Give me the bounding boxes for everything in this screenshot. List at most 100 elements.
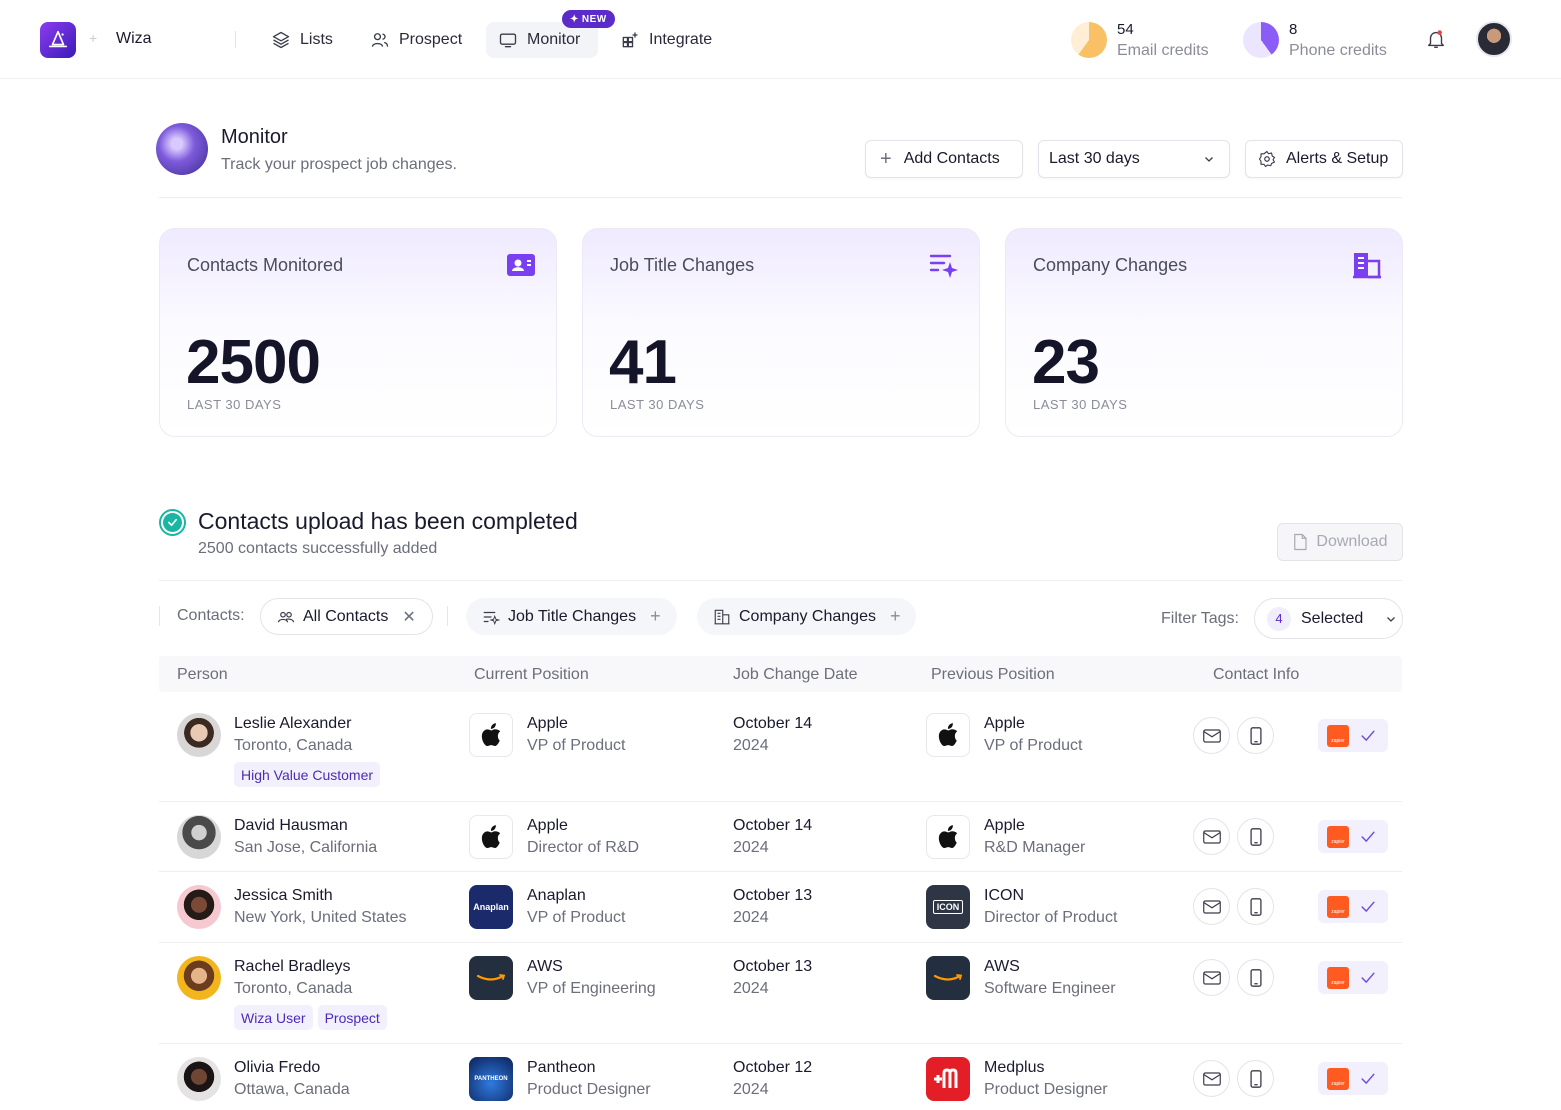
grid-plus-icon [622, 32, 638, 48]
person-name[interactable]: Leslie Alexander [234, 715, 352, 732]
col-person[interactable]: Person [177, 666, 228, 683]
alerts-setup-button[interactable]: Alerts & Setup [1245, 140, 1403, 178]
zapier-logo: zapier [1327, 895, 1349, 918]
anaplan-logo: Anaplan [469, 885, 513, 929]
plus-icon[interactable]: + [650, 606, 661, 626]
filter-tags-label: Filter Tags: [1161, 610, 1239, 627]
tag[interactable]: Prospect [317, 1005, 387, 1030]
wizard-hat-icon [48, 30, 68, 48]
zapier-action[interactable]: zapier [1318, 890, 1388, 923]
monitor-page-icon [156, 123, 208, 175]
previous-company: Medplus [984, 1059, 1045, 1076]
tag[interactable]: High Value Customer [234, 762, 381, 787]
zapier-action[interactable]: zapier [1318, 820, 1388, 853]
nav-lists-label: Lists [300, 31, 333, 48]
phone-button[interactable] [1237, 888, 1274, 925]
change-year: 2024 [733, 839, 769, 856]
previous-role: VP of Product [984, 737, 1083, 754]
apple-logo [926, 815, 970, 859]
chip-company-changes[interactable]: Company Changes + [697, 598, 917, 635]
mail-icon [1202, 728, 1221, 743]
current-company: AWS [527, 958, 563, 975]
nav-divider [235, 31, 236, 48]
change-date: October 12 [733, 1059, 813, 1076]
phone-button[interactable] [1237, 717, 1274, 754]
person-location: San Jose, California [234, 839, 378, 856]
previous-role: Director of Product [984, 909, 1118, 926]
person-name[interactable]: Olivia Fredo [234, 1059, 321, 1076]
apple-logo [469, 815, 513, 859]
pantheon-logo: PANTHEON [469, 1057, 513, 1101]
selected-count: 4 [1267, 606, 1291, 631]
nav-prospect-label: Prospect [399, 31, 463, 48]
previous-role: Product Designer [984, 1081, 1108, 1098]
nav-prospect[interactable]: Prospect [358, 22, 474, 58]
col-current-position[interactable]: Current Position [474, 666, 589, 683]
chevron-down-icon [1205, 157, 1213, 162]
wiza-logo[interactable] [40, 22, 76, 58]
check-icon [1361, 730, 1375, 741]
email-button[interactable] [1193, 959, 1230, 996]
email-button[interactable] [1193, 717, 1230, 754]
person-location: Toronto, Canada [234, 737, 353, 754]
table-row[interactable]: Jessica Smith New York, United States An… [159, 872, 1402, 943]
chip-job-title-changes[interactable]: Job Title Changes + [466, 598, 677, 635]
change-date: October 14 [733, 817, 813, 834]
download-label: Download [1316, 533, 1388, 550]
add-contacts-button[interactable]: + Add Contacts [865, 140, 1023, 178]
plus-icon[interactable]: + [889, 606, 901, 626]
change-year: 2024 [733, 737, 769, 754]
zapier-action[interactable]: zapier [1318, 1062, 1388, 1095]
check-icon [1361, 901, 1375, 912]
nav-integrate[interactable]: Integrate [608, 22, 724, 58]
nav-lists[interactable]: Lists [259, 22, 345, 58]
phone-button[interactable] [1237, 959, 1274, 996]
change-year: 2024 [733, 1081, 769, 1098]
zapier-action[interactable]: zapier [1318, 719, 1388, 752]
phone-button[interactable] [1237, 818, 1274, 855]
stat-title: Contacts Monitored [187, 255, 344, 275]
col-contact-info[interactable]: Contact Info [1213, 666, 1300, 683]
table-row[interactable]: Olivia Fredo Ottawa, Canada PANTHEON Pan… [159, 1044, 1402, 1110]
person-name[interactable]: Rachel Bradleys [234, 958, 351, 975]
monitor-icon [499, 33, 517, 48]
mobile-icon [1249, 968, 1262, 987]
bell-icon[interactable] [1425, 28, 1447, 50]
chip-all-contacts[interactable]: All Contacts ✕ [260, 598, 433, 635]
mobile-icon [1249, 827, 1262, 846]
previous-company: Apple [984, 715, 1025, 732]
email-credits-label: Email credits [1117, 42, 1209, 59]
col-job-change-date[interactable]: Job Change Date [733, 666, 858, 683]
filter-tags-select[interactable]: 4 Selected [1254, 598, 1403, 639]
person-name[interactable]: David Hausman [234, 817, 348, 834]
add-contacts-label: Add Contacts [903, 150, 1000, 167]
list-sparkle-icon [929, 254, 958, 278]
table-row[interactable]: Leslie Alexander Toronto, Canada High Va… [159, 692, 1402, 802]
date-range-select[interactable]: Last 30 days [1038, 140, 1230, 178]
apple-logo [926, 713, 970, 757]
icon-logo: ICON [926, 885, 970, 929]
table-row[interactable]: David Hausman San Jose, California Apple… [159, 802, 1402, 872]
filter-divider [447, 606, 448, 626]
table-row[interactable]: Rachel Bradleys Toronto, Canada Wiza Use… [159, 943, 1402, 1044]
tag[interactable]: Wiza User [234, 1005, 313, 1030]
close-icon[interactable]: ✕ [402, 608, 416, 626]
zapier-action[interactable]: zapier [1318, 961, 1388, 994]
check-icon [1361, 972, 1375, 983]
list-sparkle-icon [483, 611, 500, 625]
person-name[interactable]: Jessica Smith [234, 887, 333, 904]
download-button[interactable]: Download [1277, 523, 1403, 561]
col-previous-position[interactable]: Previous Position [931, 666, 1055, 683]
person-tags: High Value Customer [234, 762, 381, 787]
email-button[interactable] [1193, 1060, 1230, 1097]
user-avatar[interactable] [1476, 21, 1512, 57]
nav-monitor[interactable]: Monitor [486, 22, 598, 58]
workspace-name[interactable]: Wiza [116, 30, 152, 47]
email-button[interactable] [1193, 818, 1230, 855]
selected-label: Selected [1301, 609, 1364, 627]
building-icon [714, 609, 730, 624]
email-button[interactable] [1193, 888, 1230, 925]
zapier-logo: zapier [1327, 966, 1349, 989]
phone-button[interactable] [1237, 1060, 1274, 1097]
section-divider [159, 580, 1402, 581]
